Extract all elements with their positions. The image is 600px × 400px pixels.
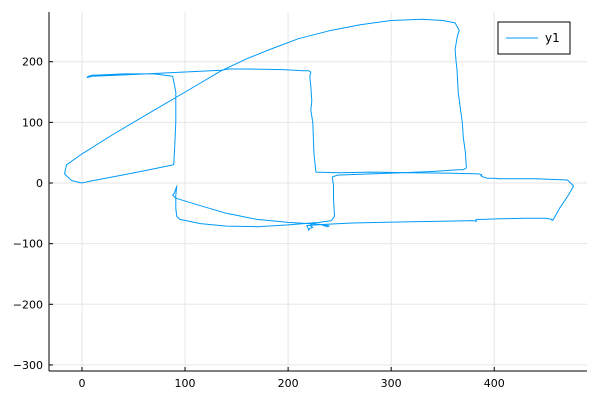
x-tick-label: 100: [175, 377, 196, 390]
legend-label-y1: y1: [545, 31, 560, 45]
legend: y1: [497, 21, 571, 55]
x-tick-label: 300: [381, 377, 402, 390]
x-tick-label: 400: [484, 377, 505, 390]
y-tick-label: −300: [13, 359, 43, 372]
series-line-y1: [64, 18, 575, 231]
tick-labels: 0 100 200 300 400 −300 −200 −100 0 100 200: [13, 56, 505, 390]
y-tick-label: 100: [22, 116, 43, 129]
x-tick-label: 200: [278, 377, 299, 390]
series-layer: [64, 18, 575, 231]
x-tick-label: 0: [78, 377, 85, 390]
y-tick-label: 200: [22, 56, 43, 69]
y-tick-label: −200: [13, 298, 43, 311]
y-tick-label: −100: [13, 238, 43, 251]
axes: [48, 12, 587, 372]
y-tick-label: 0: [36, 177, 43, 190]
